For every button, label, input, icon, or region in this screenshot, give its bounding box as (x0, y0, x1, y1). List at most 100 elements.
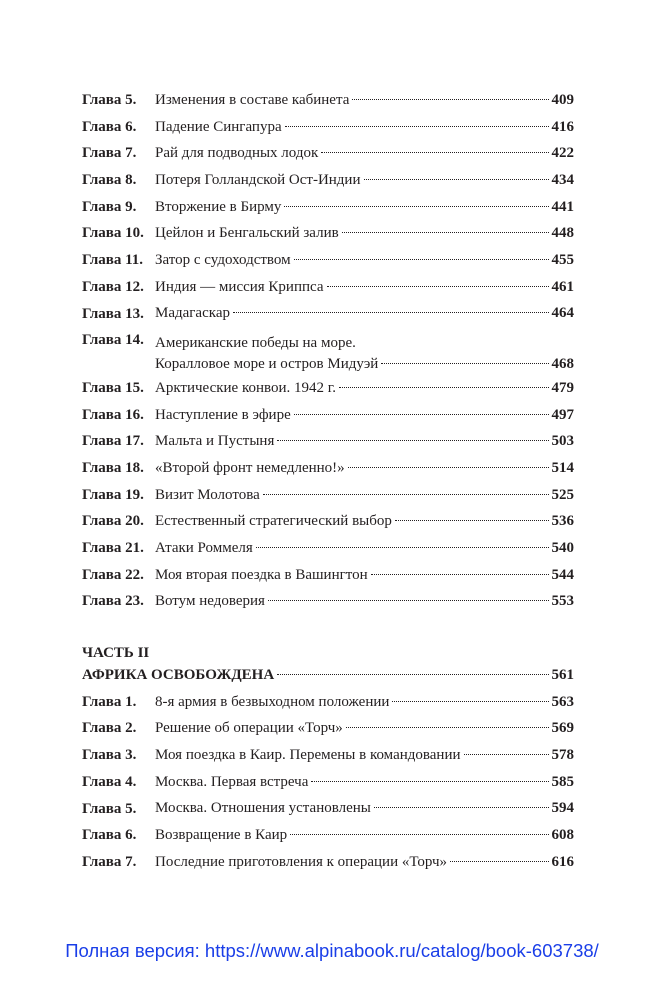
toc-entry[interactable]: Глава 5. Изменения в составе кабинета 409 (82, 87, 574, 114)
entry-body: АФРИКА ОСВОБОЖДЕНА 561 (82, 662, 574, 689)
toc-entry[interactable]: Глава 6. Возвращение в Каир 608 (82, 822, 574, 849)
page-number: 479 (551, 379, 575, 396)
entry-line: Наступление в эфире 497 (155, 402, 574, 429)
dot-leader (345, 727, 549, 729)
page-number: 569 (551, 720, 575, 737)
page-number: 468 (551, 355, 575, 372)
part-heading: ЧАСТЬ II (82, 645, 150, 662)
dot-leader (347, 466, 549, 468)
page-number: 416 (551, 118, 575, 135)
entry-title: Моя поездка в Каир. Перемены в командова… (155, 747, 461, 764)
entry-title: Коралловое море и остров Мидуэй (155, 355, 379, 372)
entry-body: Моя поездка в Каир. Перемены в командова… (155, 742, 574, 769)
dot-leader (338, 386, 549, 388)
toc-entry[interactable]: Глава 7. Рай для подводных лодок 422 (82, 140, 574, 167)
entry-line: Мадагаскар 464 (155, 300, 574, 327)
entry-body: Мадагаскар 464 (155, 300, 574, 327)
page-number: 536 (551, 513, 575, 530)
toc-entry[interactable]: Глава 10. Цейлон и Бенгальский залив 448 (82, 220, 574, 247)
page-number: 461 (551, 278, 575, 295)
toc-entry[interactable]: Глава 20. Естественный стратегический выб… (82, 508, 574, 535)
entry-body: Моя вторая поездка в Вашингтон 544 (155, 562, 574, 589)
toc-entry[interactable]: Глава 19. Визит Молотова 525 (82, 482, 574, 509)
toc-entry[interactable]: Глава 7. Последние приготовления к операц… (82, 849, 574, 876)
entry-body: Арктические конвои. 1942 г. 479 (155, 375, 574, 402)
full-version-link[interactable]: Полная версия: https://www.alpinabook.ru… (65, 940, 599, 961)
entry-line: АФРИКА ОСВОБОЖДЕНА 561 (82, 662, 574, 689)
toc-entry[interactable]: Глава 17. Мальта и Пустыня 503 (82, 428, 574, 455)
page-number: 525 (551, 486, 575, 503)
entry-body: Затор с судоходством 455 (155, 247, 574, 274)
part-title-entry[interactable]: АФРИКА ОСВОБОЖДЕНА 561 (82, 662, 574, 689)
toc-entry[interactable]: Глава 2. Решение об операции «Торч» 569 (82, 715, 574, 742)
entry-line: Москва. Первая встреча 585 (155, 769, 574, 796)
page-number: 441 (551, 198, 575, 215)
entry-line: Цейлон и Бенгальский залив 448 (155, 220, 574, 247)
page-number: 608 (551, 827, 575, 844)
dot-leader (232, 312, 549, 314)
dot-leader (321, 152, 549, 154)
page-number: 553 (551, 593, 575, 610)
dot-leader (293, 259, 549, 261)
toc-entry[interactable]: Глава 11. Затор с судоходством 455 (82, 247, 574, 274)
page-number: 563 (551, 693, 575, 710)
dot-leader (277, 674, 549, 676)
dot-leader (277, 440, 549, 442)
chapter-label: Глава 17. (82, 433, 144, 450)
entry-body: Рай для подводных лодок 422 (155, 140, 574, 167)
entry-title: 8-я армия в безвыходном положении (155, 693, 390, 710)
page-number: 422 (551, 145, 575, 162)
entry-body: Визит Молотова 525 (155, 482, 574, 509)
entry-body: Изменения в составе кабинета 409 (155, 87, 574, 114)
entry-line: Падение Сингапура 416 (155, 114, 574, 141)
toc-entry[interactable]: Глава 22. Моя вторая поездка в Вашингтон 5… (82, 562, 574, 589)
chapter-label: Глава 21. (82, 540, 144, 556)
toc-entry[interactable]: Глава 12. Индия — миссия Криппса 461 (82, 274, 574, 301)
chapter-label: Глава 11. (82, 252, 144, 269)
entry-title: Падение Сингапура (155, 118, 282, 135)
entry-title: Вторжение в Бирму (155, 198, 282, 215)
dot-leader (381, 362, 549, 364)
entry-line: Индия — миссия Криппса 461 (155, 274, 574, 301)
toc-entry[interactable]: Глава 4. Москва. Первая встреча 585 (82, 769, 574, 796)
toc-entry[interactable]: Глава 14. Американские победы на море. Кор… (82, 327, 574, 375)
entry-title: Потеря Голландской Ост-Индии (155, 172, 361, 189)
entry-title: Затор с судоходством (155, 252, 291, 269)
page-number: 503 (551, 433, 575, 450)
entry-body: Вторжение в Бирму 441 (155, 194, 574, 221)
toc-entry[interactable]: Глава 9. Вторжение в Бирму 441 (82, 194, 574, 221)
toc-entry[interactable]: Глава 21. Атаки Роммеля 540 (82, 535, 574, 562)
toc-entry[interactable]: Глава 15. Арктические конвои. 1942 г. 479 (82, 375, 574, 402)
dot-leader (392, 700, 549, 702)
page-number: 585 (551, 773, 575, 790)
entry-body: Падение Сингапура 416 (155, 114, 574, 141)
toc-entry[interactable]: Глава 5. Москва. Отношения установлены 594 (82, 796, 574, 823)
toc-entry[interactable]: Глава 18. «Второй фронт немедленно!» 514 (82, 455, 574, 482)
entry-title: Изменения в составе кабинета (155, 91, 350, 108)
entry-body: Вотум недоверия 553 (155, 588, 574, 615)
dot-leader (293, 413, 549, 415)
entry-body: Москва. Первая встреча 585 (155, 769, 574, 796)
toc-entry[interactable]: Глава 23. Вотум недоверия 553 (82, 588, 574, 615)
toc-entry[interactable]: Глава 1. 8-я армия в безвыходном положени… (82, 689, 574, 716)
entry-title: Естественный стратегический выбор (155, 513, 392, 530)
toc-entry[interactable]: Глава 3. Моя поездка в Каир. Перемены в к… (82, 742, 574, 769)
entry-line: Арктические конвои. 1942 г. 479 (155, 375, 574, 402)
chapter-label: Глава 7. (82, 145, 137, 162)
dot-leader (370, 573, 549, 575)
dot-leader (341, 232, 549, 234)
toc-entry[interactable]: Глава 16. Наступление в эфире 497 (82, 402, 574, 429)
entry-body: Мальта и Пустыня 503 (155, 428, 574, 455)
entry-line: Москва. Отношения установлены 594 (155, 795, 574, 822)
chapter-label: Глава 3. (82, 747, 137, 764)
entry-line: Изменения в составе кабинета 409 (155, 87, 574, 114)
page-number: 409 (551, 91, 575, 108)
toc-entry[interactable]: Глава 13. Мадагаскар 464 (82, 301, 574, 328)
toc-entry[interactable]: Глава 8. Потеря Голландской Ост-Индии 434 (82, 167, 574, 194)
dot-leader (290, 834, 549, 836)
chapter-label: Глава 13. (82, 305, 144, 322)
entry-line: Визит Молотова 525 (155, 482, 574, 509)
chapter-label: Глава 7. (82, 853, 137, 870)
entry-title: Возвращение в Каир (155, 827, 288, 844)
toc-entry[interactable]: Глава 6. Падение Сингапура 416 (82, 114, 574, 141)
